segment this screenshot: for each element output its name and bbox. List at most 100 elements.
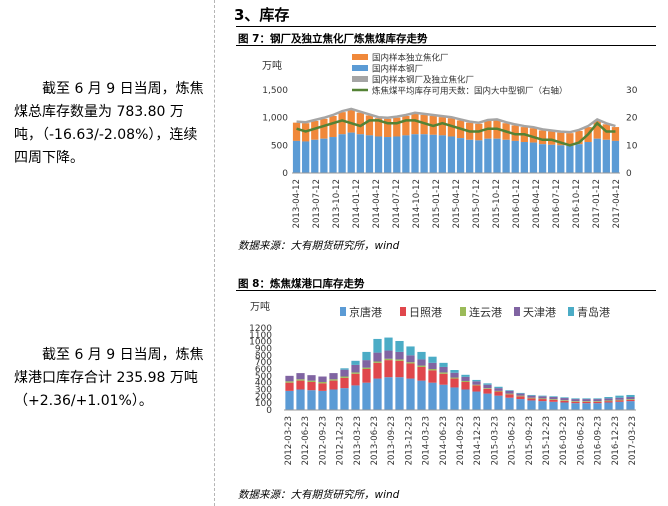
bar-3	[571, 399, 580, 402]
bar-4	[505, 390, 514, 391]
bar-steel-mill	[602, 139, 610, 173]
bar-coke-plant	[557, 132, 565, 146]
bar-4	[428, 356, 437, 363]
x-tick-label: 2013-09-23	[387, 416, 397, 465]
bar-0	[285, 390, 294, 410]
bar-1	[626, 399, 635, 402]
bar-steel-mill	[548, 144, 556, 173]
bar-4	[373, 338, 382, 353]
bar-steel-mill	[520, 142, 528, 173]
bar-2	[527, 397, 536, 399]
bar-4	[472, 379, 481, 382]
bar-2	[285, 381, 294, 383]
bar-2	[494, 390, 503, 392]
bar-steel-mill	[429, 134, 437, 173]
y-tick-label: 100	[255, 399, 272, 409]
bar-steel-mill	[484, 138, 492, 173]
bar-3	[505, 390, 514, 394]
bar-1	[615, 400, 624, 402]
bar-2	[406, 362, 415, 364]
bar-coke-plant	[566, 133, 574, 146]
bar-steel-mill	[611, 140, 620, 173]
bar-2	[417, 365, 426, 367]
bar-3	[538, 396, 547, 399]
x-tick-label: 2015-01-12	[432, 179, 442, 228]
bar-steel-mill	[356, 134, 364, 173]
bar-2	[362, 367, 371, 369]
x-tick-label: 2013-07-12	[312, 179, 322, 228]
x-tick-label: 2015-09-23	[525, 416, 535, 465]
bar-1	[373, 362, 382, 379]
bar-1	[483, 388, 492, 394]
bar-3	[340, 369, 349, 377]
bar-3	[428, 362, 437, 369]
bar-2	[307, 380, 316, 382]
figure-8-chart: 万吨 京唐港 日照港 连云港 天津港 青岛港 01002003004005006007008…	[249, 300, 638, 465]
bar-steel-mill	[384, 137, 392, 173]
bar-0	[318, 390, 327, 410]
legend-label-2: 国内样本钢厂及独立焦化厂	[372, 75, 474, 86]
bar-4	[362, 351, 371, 361]
bar-0	[296, 389, 305, 410]
bar-steel-mill	[466, 139, 474, 173]
y-tick-label: 1100	[249, 331, 272, 341]
x-tick-label: 2015-12-23	[542, 416, 552, 465]
bar-coke-plant	[548, 131, 556, 145]
column-divider	[214, 0, 215, 506]
bar-coke-plant	[611, 127, 620, 141]
bar-0	[483, 393, 492, 410]
legend-swatch-1	[400, 307, 406, 316]
bar-0	[362, 382, 371, 410]
bar-3	[450, 372, 459, 378]
legend-label-1: 国内样本钢厂	[372, 64, 423, 75]
bar-coke-plant	[347, 109, 355, 133]
bar-steel-mill	[393, 136, 401, 173]
x-tick-label: 2012-03-23	[284, 416, 294, 465]
x-tick-label: 2015-07-12	[472, 179, 482, 228]
bar-3	[560, 398, 569, 401]
bar-coke-plant	[402, 116, 410, 136]
x-tick-label: 2016-09-23	[594, 416, 604, 465]
bar-2	[428, 369, 437, 371]
bar-steel-mill	[402, 135, 410, 173]
bar-0	[395, 377, 404, 410]
bar-1	[417, 366, 426, 381]
bar-coke-plant	[384, 118, 392, 138]
bar-1	[549, 399, 558, 402]
bar-3	[549, 397, 558, 400]
x-tick-label: 2014-04-12	[372, 179, 382, 228]
y-tick-label: 1,000	[262, 114, 288, 124]
legend-label-4: 青岛港	[577, 305, 610, 319]
x-tick-label: 2017-03-23	[628, 416, 638, 465]
bar-steel-mill	[529, 142, 538, 173]
bar-2	[296, 379, 305, 381]
right-column: 3、库存 图 7：钢厂及独立焦化厂炼焦煤库存走势 万吨 国内样本独立焦化厂 国内样本…	[222, 0, 668, 506]
y-axis-unit: 万吨	[262, 59, 282, 72]
bar-2	[593, 401, 602, 402]
bar-coke-plant	[529, 128, 538, 143]
bar-1	[384, 360, 393, 378]
bar-coke-plant	[329, 116, 337, 138]
x-tick-label: 2016-04-12	[532, 179, 542, 228]
bar-2	[582, 401, 591, 402]
bar-0	[373, 378, 382, 410]
bar-2	[560, 400, 569, 401]
bar-3	[461, 376, 470, 381]
bar-3	[329, 373, 338, 380]
bar-1	[571, 401, 580, 404]
bar-0	[604, 402, 613, 410]
bar-0	[472, 391, 481, 410]
bar-2	[351, 372, 360, 374]
bar-coke-plant	[575, 130, 583, 145]
bar-1	[538, 399, 547, 402]
bar-0	[307, 390, 316, 410]
y-tick-label: 800	[255, 351, 272, 361]
bar-1	[604, 401, 613, 403]
bar-3	[285, 375, 294, 382]
bar-4	[527, 394, 536, 396]
bar-3	[527, 395, 536, 398]
bar-0	[450, 387, 459, 410]
bar-3	[593, 399, 602, 402]
bar-0	[582, 403, 591, 410]
bar-3	[494, 388, 503, 391]
